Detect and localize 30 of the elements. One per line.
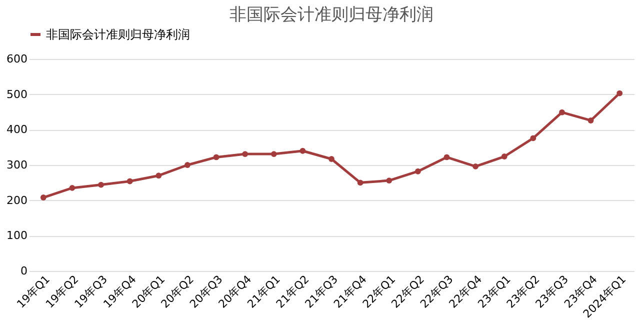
point bbox=[300, 148, 306, 154]
y-tick-label: 600 bbox=[6, 52, 28, 66]
point bbox=[357, 180, 364, 186]
point bbox=[156, 172, 162, 179]
y-tick-label: 200 bbox=[6, 194, 28, 207]
chart-title: 非国际会计准则归母净利润 bbox=[230, 5, 434, 25]
point bbox=[126, 178, 133, 184]
y-tick-label: 400 bbox=[6, 123, 28, 136]
y-tick-label: 0 bbox=[20, 264, 28, 278]
point bbox=[242, 151, 248, 157]
point bbox=[270, 151, 277, 157]
y-tick-label: 100 bbox=[6, 229, 28, 242]
point bbox=[213, 154, 220, 160]
point bbox=[414, 168, 421, 174]
point bbox=[69, 185, 76, 191]
point bbox=[444, 154, 450, 160]
point bbox=[588, 118, 594, 124]
point bbox=[98, 182, 104, 188]
point bbox=[472, 163, 479, 170]
y-tick-label: 500 bbox=[6, 88, 28, 101]
point bbox=[184, 162, 190, 168]
point bbox=[40, 194, 46, 200]
point bbox=[328, 156, 334, 162]
point bbox=[386, 178, 392, 184]
point bbox=[559, 109, 565, 116]
legend-label: 非国际会计准则归母净利润 bbox=[46, 28, 190, 42]
point bbox=[616, 90, 623, 96]
y-tick-label: 300 bbox=[6, 158, 28, 172]
point bbox=[501, 154, 508, 160]
point bbox=[530, 135, 536, 142]
